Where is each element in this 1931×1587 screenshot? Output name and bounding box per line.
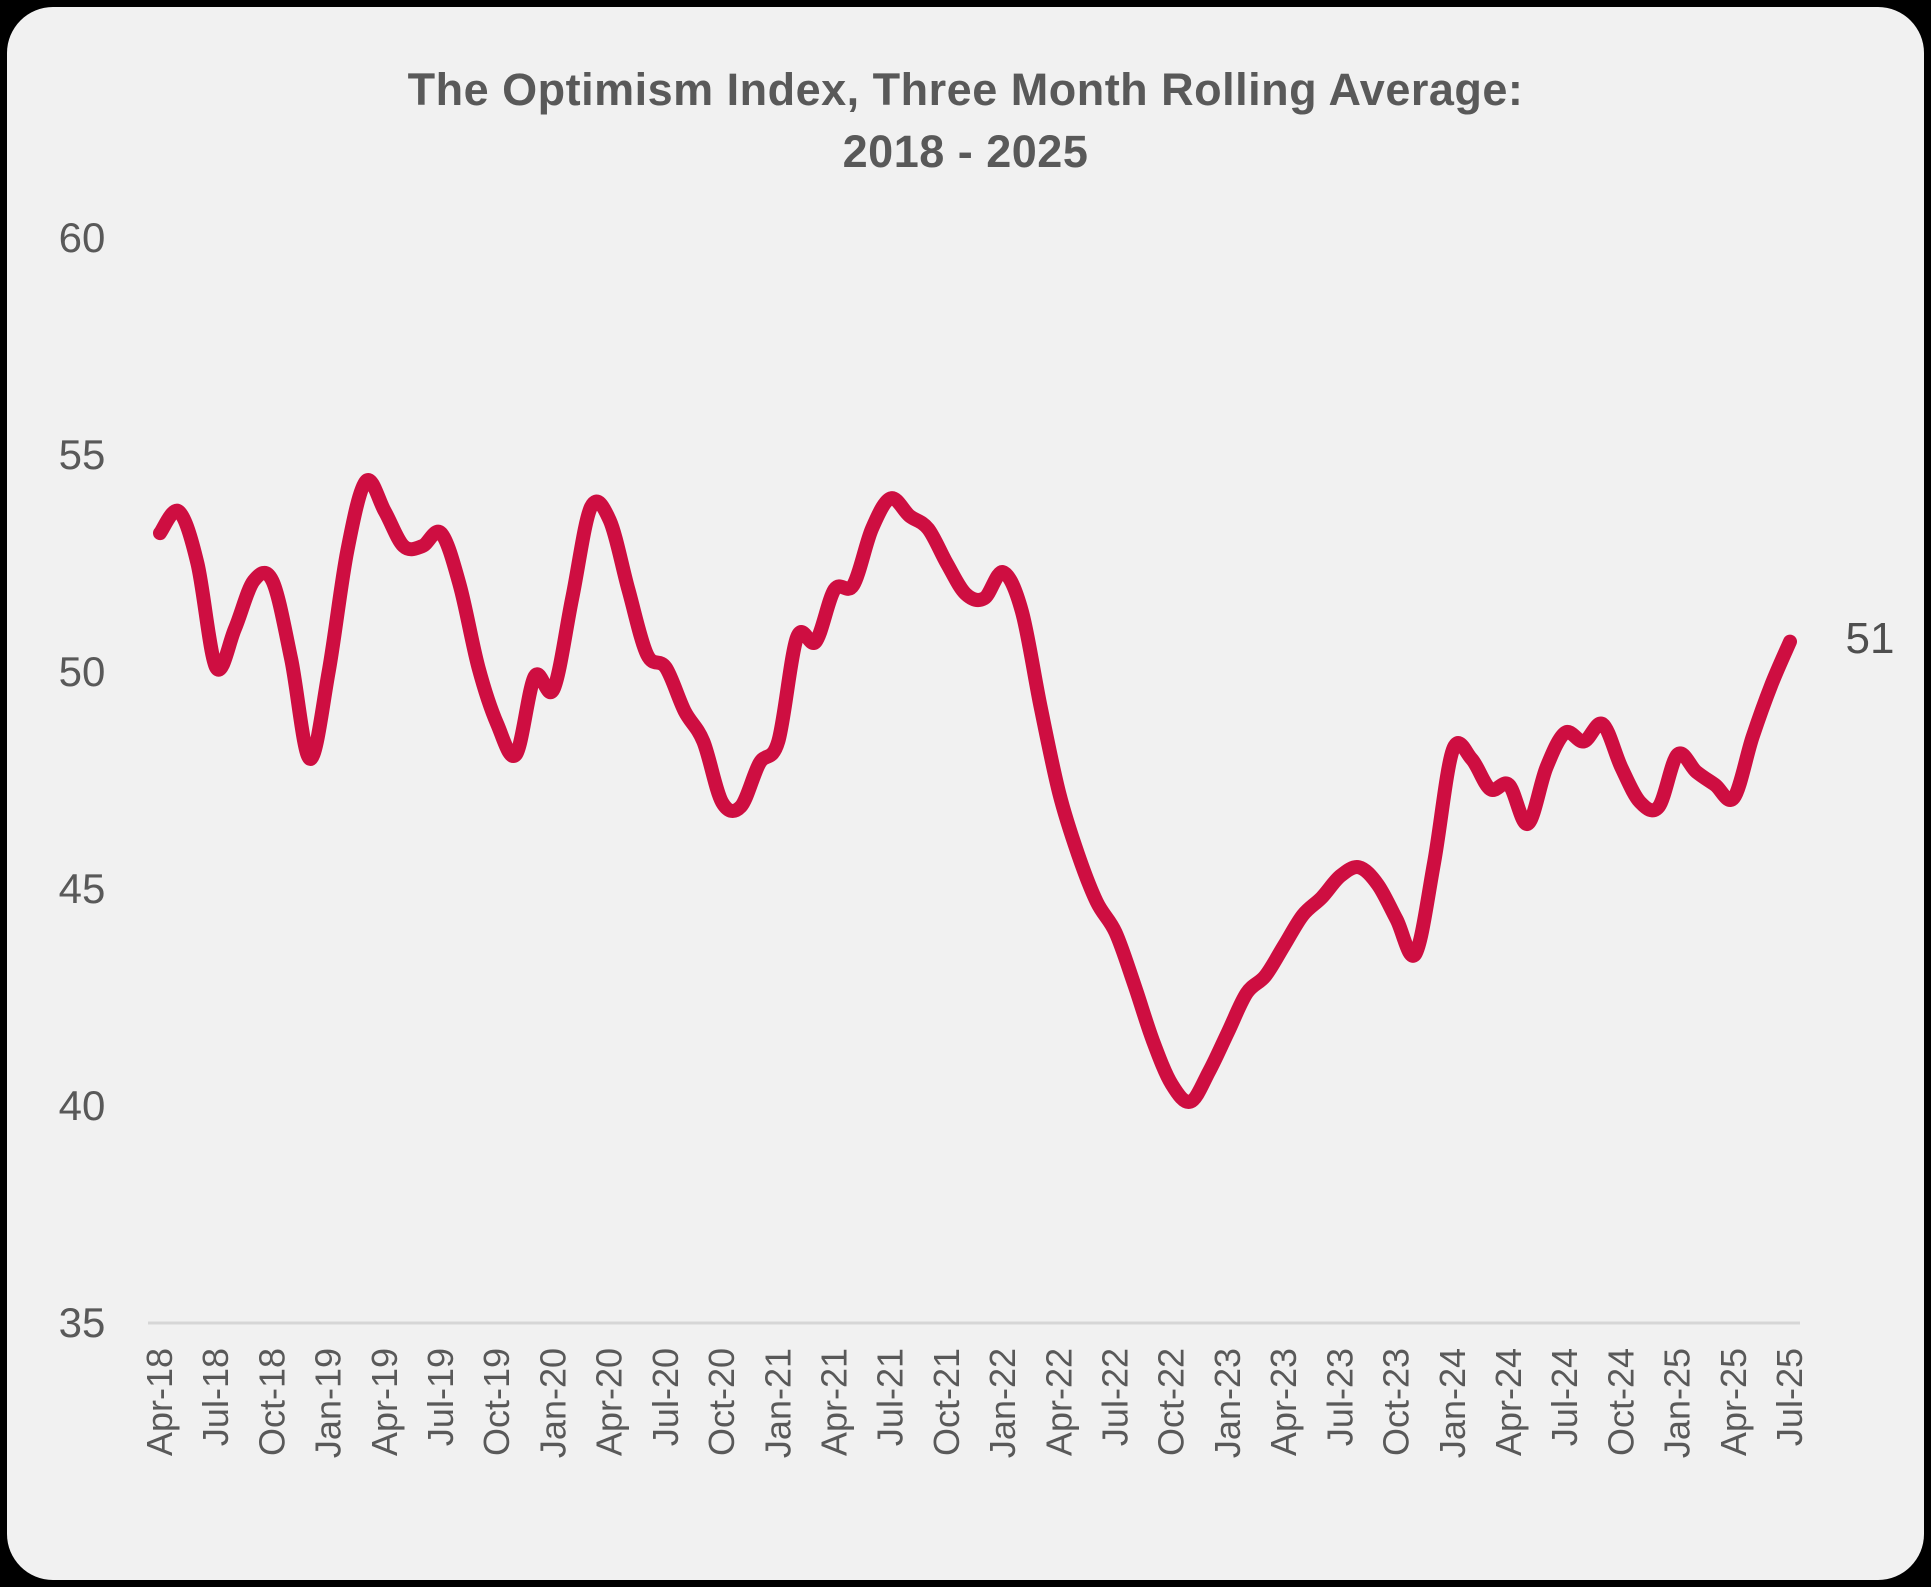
x-tick-label-Apr-22: Apr-22 — [1038, 1348, 1079, 1456]
y-tick-label-40: 40 — [59, 1082, 106, 1129]
x-tick-label-Jul-23: Jul-23 — [1319, 1348, 1360, 1446]
x-tick-label-Oct-21: Oct-21 — [926, 1348, 967, 1456]
x-tick-label-Oct-23: Oct-23 — [1376, 1348, 1417, 1456]
x-tick-label-Jan-22: Jan-22 — [982, 1348, 1023, 1458]
x-tick-label-Jan-21: Jan-21 — [757, 1348, 798, 1458]
chart-title-line2: 2018 - 2025 — [842, 126, 1089, 177]
x-tick-label-Oct-24: Oct-24 — [1600, 1348, 1641, 1456]
x-tick-label-Jul-22: Jul-22 — [1095, 1348, 1136, 1446]
x-tick-label-Jul-19: Jul-19 — [420, 1348, 461, 1446]
y-tick-label-55: 55 — [59, 431, 106, 478]
x-tick-label-Oct-18: Oct-18 — [251, 1348, 292, 1456]
y-tick-label-35: 35 — [59, 1299, 106, 1346]
x-tick-label-Apr-19: Apr-19 — [364, 1348, 405, 1456]
x-tick-label-Jul-25: Jul-25 — [1769, 1348, 1810, 1446]
x-tick-label-Oct-22: Oct-22 — [1151, 1348, 1192, 1456]
x-tick-label-Apr-24: Apr-24 — [1488, 1348, 1529, 1456]
x-tick-label-Oct-20: Oct-20 — [701, 1348, 742, 1456]
x-tick-label-Apr-23: Apr-23 — [1263, 1348, 1304, 1456]
x-tick-label-Jul-18: Jul-18 — [195, 1348, 236, 1446]
x-tick-label-Apr-25: Apr-25 — [1713, 1348, 1754, 1456]
chart-title: The Optimism Index, Three Month Rolling … — [7, 59, 1924, 183]
x-tick-label-Jan-23: Jan-23 — [1207, 1348, 1248, 1458]
x-tick-label-Jul-24: Jul-24 — [1544, 1348, 1585, 1446]
y-tick-label-45: 45 — [59, 865, 106, 912]
y-tick-label-50: 50 — [59, 648, 106, 695]
chart-title-line1: The Optimism Index, Three Month Rolling … — [407, 64, 1524, 115]
x-tick-label-Apr-21: Apr-21 — [813, 1348, 854, 1456]
x-tick-label-Jan-20: Jan-20 — [532, 1348, 573, 1458]
last-point-value-label: 51 — [1845, 614, 1895, 663]
x-tick-label-Jul-21: Jul-21 — [870, 1348, 911, 1446]
x-tick-label-Jan-25: Jan-25 — [1657, 1348, 1698, 1458]
x-tick-label-Oct-19: Oct-19 — [476, 1348, 517, 1456]
x-tick-label-Apr-20: Apr-20 — [589, 1348, 630, 1456]
optimism-index-series-line — [153, 473, 1797, 1109]
chart-panel: The Optimism Index, Three Month Rolling … — [7, 7, 1924, 1580]
x-tick-label-Jan-24: Jan-24 — [1432, 1348, 1473, 1458]
y-tick-label-60: 60 — [59, 214, 106, 261]
x-tick-label-Apr-18: Apr-18 — [139, 1348, 180, 1456]
x-tick-label-Jul-20: Jul-20 — [645, 1348, 686, 1446]
x-tick-label-Jan-19: Jan-19 — [308, 1348, 349, 1458]
